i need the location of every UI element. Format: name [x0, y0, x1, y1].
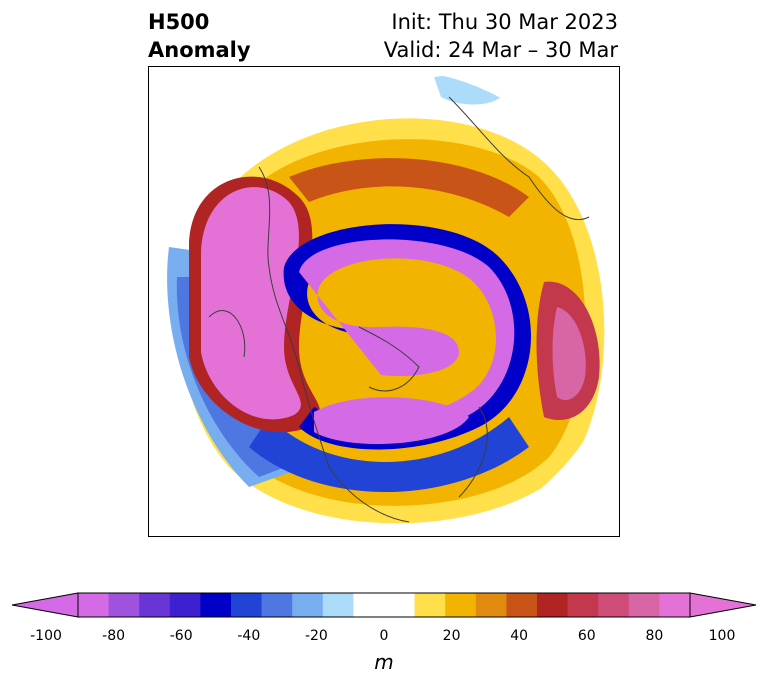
colorbar-segment: [353, 593, 385, 617]
negative-anomaly-south-band: [249, 417, 529, 492]
colorbar-tick-label: 20: [442, 628, 461, 644]
anomaly-map: [148, 66, 620, 537]
colorbar-tick-label: -20: [304, 628, 328, 644]
colorbar-segment: [200, 593, 232, 617]
colorbar-segment: [231, 593, 263, 617]
colorbar: [11, 592, 757, 618]
positive-anomaly-west-cell: [201, 187, 301, 420]
anomaly-map-svg: [167, 75, 605, 524]
title-valid-range: Valid: 24 Mar – 30 Mar: [383, 38, 618, 62]
colorbar-outline: [77, 592, 691, 618]
colorbar-segment: [414, 593, 446, 617]
colorbar-segment: [628, 593, 660, 617]
title-init-time: Init: Thu 30 Mar 2023: [391, 10, 618, 34]
plot-title-left: H500 Anomaly: [148, 8, 251, 64]
colorbar-tick-label: -40: [237, 628, 261, 644]
colorbar-segment: [261, 593, 293, 617]
positive-anomaly-east-core: [552, 307, 586, 401]
colorbar-segment: [567, 593, 599, 617]
colorbar-tick-label: -60: [169, 628, 193, 644]
colorbar-unit-label: m: [374, 650, 394, 674]
colorbar-segment: [475, 593, 507, 617]
colorbar-segment: [78, 593, 110, 617]
colorbar-segment: [139, 593, 171, 617]
negative-anomaly-south-lobe: [314, 397, 469, 444]
colorbar-segment: [108, 593, 140, 617]
negative-anomaly-center: [299, 239, 515, 438]
colorbar-min-extension: [11, 592, 79, 618]
colorbar-segment: [445, 593, 477, 617]
colorbar-tick-label: -100: [30, 628, 62, 644]
colorbar-tick-label: 80: [645, 628, 664, 644]
colorbar-tick-label: 100: [708, 628, 736, 644]
colorbar-tick-label: -80: [102, 628, 126, 644]
colorbar-segment: [506, 593, 538, 617]
colorbar-tick-label: 60: [577, 628, 596, 644]
colorbar-segment: [598, 593, 630, 617]
colorbar-tick-label: 40: [510, 628, 529, 644]
negative-anomaly-north-patch: [434, 75, 501, 105]
colorbar-tick-label: 0: [379, 628, 389, 644]
colorbar-segment: [322, 593, 354, 617]
colorbar-segment: [384, 593, 416, 617]
coastlines: [208, 96, 590, 523]
colorbar-segment: [537, 593, 569, 617]
colorbar-segment: [292, 593, 324, 617]
negative-anomaly-center-ring: [283, 224, 532, 450]
colorbar-segments: [78, 593, 691, 617]
plot-title-right: Init: Thu 30 Mar 2023 Valid: 24 Mar – 30…: [384, 8, 618, 64]
title-field: Anomaly: [148, 38, 251, 62]
positive-anomaly-arc-north: [289, 158, 529, 217]
colorbar-segment: [169, 593, 201, 617]
colorbar-segment: [659, 593, 691, 617]
title-variable: H500: [148, 10, 210, 34]
colorbar-max-extension: [689, 592, 757, 618]
